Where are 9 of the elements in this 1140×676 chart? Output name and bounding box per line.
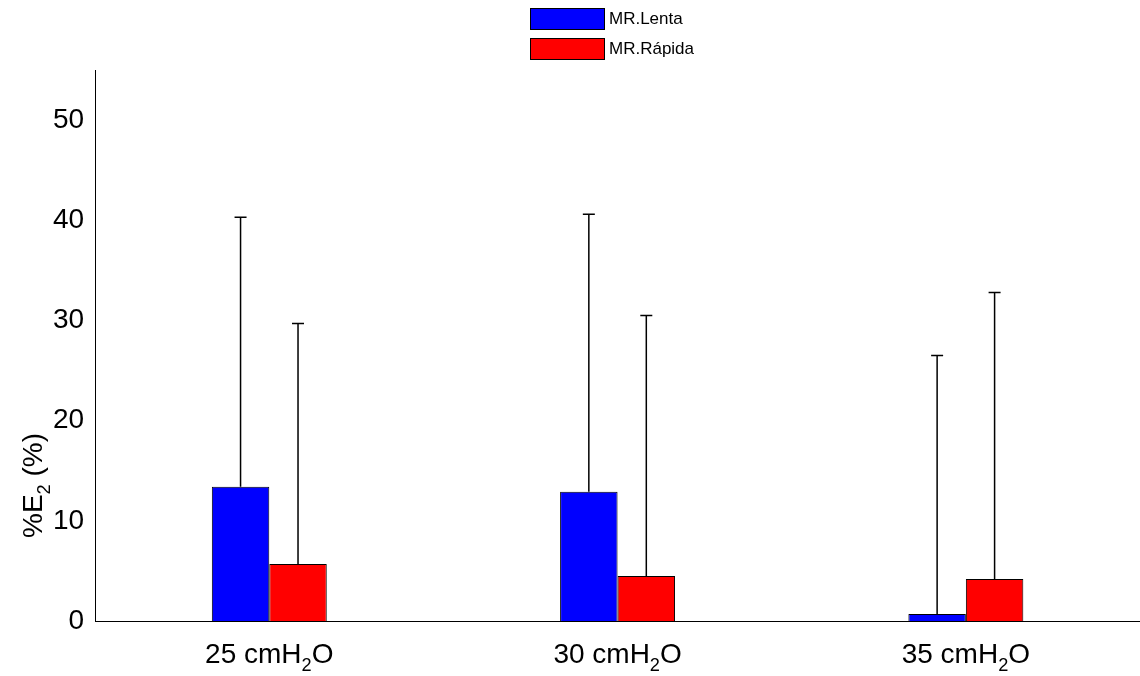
y-tick-label: 40 bbox=[52, 202, 85, 234]
y-tick-label: 50 bbox=[52, 102, 85, 134]
y-tick-label: 30 bbox=[52, 303, 85, 335]
legend-label: MR.Rápida bbox=[609, 39, 695, 59]
y-tick-label: 20 bbox=[52, 403, 85, 435]
y-axis-title: %E2 (%) bbox=[17, 432, 55, 539]
y-tick-label: 0 bbox=[68, 603, 85, 635]
legend-label: MR.Lenta bbox=[609, 9, 683, 29]
y-tick-label: 10 bbox=[52, 503, 85, 535]
